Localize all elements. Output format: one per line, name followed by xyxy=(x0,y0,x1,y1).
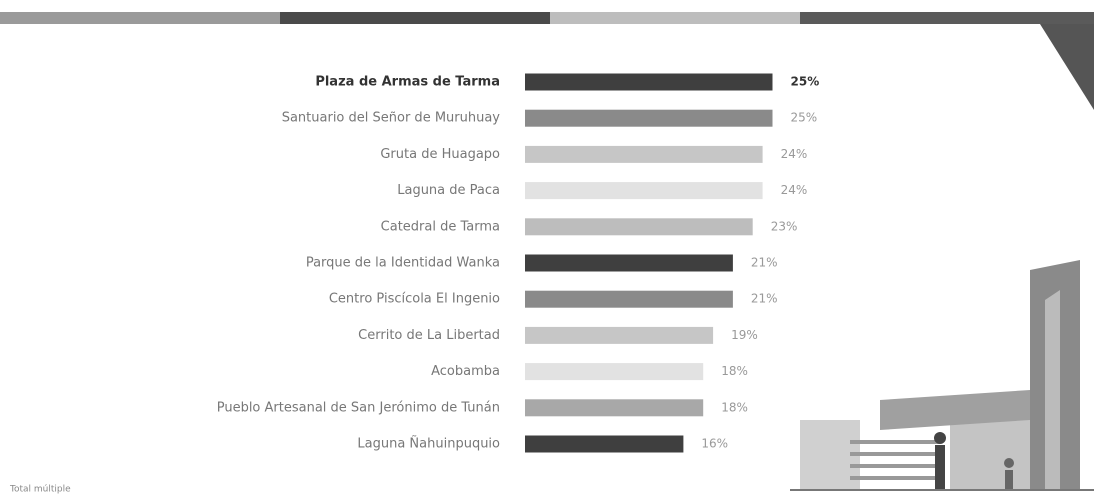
category-label: Pueblo Artesanal de San Jerónimo de Tuná… xyxy=(217,400,500,415)
value-label: 21% xyxy=(751,292,778,306)
category-label: Plaza de Armas de Tarma xyxy=(315,75,500,90)
bar xyxy=(525,399,703,416)
bar xyxy=(525,182,763,199)
value-label: 19% xyxy=(731,328,758,342)
value-label: 25% xyxy=(791,75,820,89)
value-label: 18% xyxy=(721,364,748,378)
value-label: 25% xyxy=(791,111,818,125)
bar xyxy=(525,255,733,272)
bar xyxy=(525,110,773,127)
bar xyxy=(525,291,733,308)
bar xyxy=(525,436,683,453)
category-label: Acobamba xyxy=(431,364,500,379)
value-label: 24% xyxy=(781,183,808,197)
value-label: 23% xyxy=(771,219,798,233)
category-label: Centro Piscícola El Ingenio xyxy=(329,292,500,307)
category-label: Gruta de Huagapo xyxy=(380,147,500,162)
bar xyxy=(525,218,753,235)
value-label: 16% xyxy=(701,437,728,451)
value-label: 18% xyxy=(721,400,748,414)
category-label: Catedral de Tarma xyxy=(381,219,500,234)
bar xyxy=(525,327,713,344)
value-label: 24% xyxy=(781,147,808,161)
category-label: Cerrito de La Libertad xyxy=(358,328,500,343)
bar xyxy=(525,74,773,91)
category-label: Laguna Ñahuinpuquio xyxy=(357,436,500,452)
bar xyxy=(525,146,763,163)
category-label: Parque de la Identidad Wanka xyxy=(306,256,500,271)
bar xyxy=(525,363,703,380)
category-label: Laguna de Paca xyxy=(397,183,500,198)
value-label: 21% xyxy=(751,256,778,270)
chart: Total múltiple Plaza de Armas de Tarma 25… xyxy=(0,0,1094,504)
category-label: Santuario del Señor de Muruhuay xyxy=(282,111,501,126)
footnote: Total múltiple xyxy=(9,485,71,495)
